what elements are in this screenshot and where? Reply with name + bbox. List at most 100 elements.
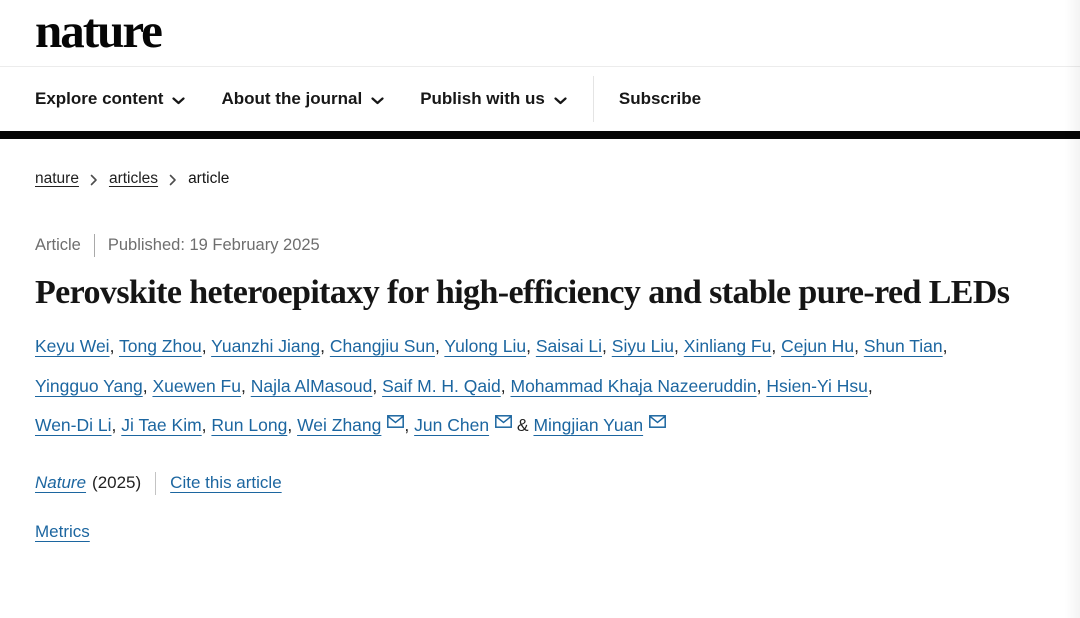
header-rule [0,131,1080,139]
breadcrumb-current-article: article [188,170,230,187]
author-item: Xinliang Fu, [684,336,776,356]
author-item: Yingguo Yang, [35,376,148,396]
author-separator: , [756,375,762,396]
author-separator: , [867,375,873,396]
breadcrumb: nature articles article [35,170,1080,188]
author-link[interactable]: Siyu Liu [611,336,675,357]
author-link[interactable]: Xuewen Fu [152,375,241,396]
author-link[interactable]: Najla AlMasoud [250,375,373,396]
author-separator: , [404,415,410,436]
author-link[interactable]: Wei Zhang [297,415,382,436]
metrics-link[interactable]: Metrics [35,521,90,541]
author-item: Cejun Hu, [781,336,859,356]
subscribe-link[interactable]: Subscribe [618,89,702,108]
author-separator: , [142,375,148,396]
author-list: Keyu Wei, Tong Zhou, Yuanzhi Jiang, Chan… [35,327,950,446]
author-item: Najla AlMasoud, [251,376,377,396]
nav-explore-content[interactable]: Explore content [35,88,186,110]
breadcrumb-link-nature[interactable]: nature [35,170,79,187]
journal-link[interactable]: Nature [35,473,87,493]
author-link[interactable]: Saif M. H. Qaid [382,375,501,396]
nav-explore-content-label: Explore content [35,89,164,108]
article-title: Perovskite heteroepitaxy for high-effici… [35,274,1010,311]
author-item: Tong Zhou, [119,336,207,356]
author-link[interactable]: Cejun Hu [781,336,855,357]
author-link[interactable]: Wen-Di Li [35,415,112,436]
chevron-right-icon [169,174,177,186]
email-icon[interactable] [649,415,667,435]
author-item: Siyu Liu, [612,336,679,356]
author-ampersand: & [512,415,534,436]
author-link[interactable]: Keyu Wei [35,336,110,357]
chevron-down-icon [172,90,186,110]
author-item: Wei Zhang, [297,415,409,435]
citation-row: Nature (2025) Cite this article [35,471,1080,495]
chevron-right-icon [90,174,98,186]
nature-logo[interactable]: nature [35,2,163,58]
nav-divider [592,76,594,122]
author-separator: , [240,375,246,396]
author-item: Saif M. H. Qaid, [382,376,506,396]
author-link[interactable]: Changjiu Sun [329,336,435,357]
author-link[interactable]: Jun Chen [414,415,490,436]
email-icon[interactable] [387,415,405,435]
cite-divider [155,471,157,495]
author-separator: , [500,375,506,396]
metrics-row: Metrics [35,522,1080,542]
author-separator: , [372,375,378,396]
author-item: Hsien-Yi Hsu, [766,376,872,396]
author-separator: , [201,415,207,436]
site-header: nature [0,0,1080,67]
author-item: Yulong Liu, [444,336,531,356]
author-item: Ji Tae Kim, [121,415,206,435]
author-item: Yuanzhi Jiang, [211,336,325,356]
author-link[interactable]: Saisai Li [535,336,603,357]
author-separator: , [287,415,293,436]
author-item: Mingjian Yuan [533,415,667,436]
author-separator: , [320,336,325,357]
chevron-down-icon [371,90,384,110]
author-item: Wen-Di Li, [35,415,116,435]
article-header-section: nature articles article Article Publishe… [0,170,1080,542]
author-link[interactable]: Hsien-Yi Hsu [766,375,868,396]
author-separator: , [854,336,859,357]
author-separator: , [526,336,531,357]
author-link[interactable]: Mingjian Yuan [533,415,644,436]
author-link[interactable]: Shun Tian [863,336,943,357]
nav-publish-with-us-label: Publish with us [420,89,545,108]
author-item: Xuewen Fu, [152,376,245,396]
author-item: Run Long, [211,415,292,435]
author-separator: , [109,336,115,357]
chevron-down-icon [554,90,567,110]
cite-this-article-link[interactable]: Cite this article [170,473,282,493]
author-link[interactable]: Yuanzhi Jiang [211,336,321,357]
author-separator: , [602,336,607,357]
main-nav: Explore content About the journal Publis… [0,67,1080,131]
breadcrumb-link-articles[interactable]: articles [108,170,159,187]
author-item: Changjiu Sun, [330,336,440,356]
meta-divider [93,234,95,257]
article-type-label: Article [35,236,81,254]
author-separator: , [771,336,777,357]
author-separator: , [434,336,440,357]
journal-year: (2025) [92,473,142,493]
author-separator: , [111,415,117,436]
author-link[interactable]: Ji Tae Kim [121,415,202,436]
nav-about-journal[interactable]: About the journal [221,88,384,110]
author-separator: , [201,336,207,357]
published-date: Published: 19 February 2025 [107,236,320,254]
author-separator: , [674,336,679,357]
author-link[interactable]: Yingguo Yang [35,375,143,396]
author-link[interactable]: Tong Zhou [119,336,202,357]
author-item: Jun Chen [414,415,513,436]
author-link[interactable]: Xinliang Fu [683,336,772,357]
author-link[interactable]: Yulong Liu [444,336,527,357]
author-link[interactable]: Run Long [211,415,288,436]
author-item: Keyu Wei, [35,336,114,356]
nav-about-journal-label: About the journal [221,89,363,108]
author-item: Saisai Li, [536,336,607,356]
author-link[interactable]: Mohammad Khaja Nazeeruddin [510,375,757,396]
nav-publish-with-us[interactable]: Publish with us [420,88,567,110]
author-item: Mohammad Khaja Nazeeruddin, [511,376,762,396]
email-icon[interactable] [495,415,513,435]
